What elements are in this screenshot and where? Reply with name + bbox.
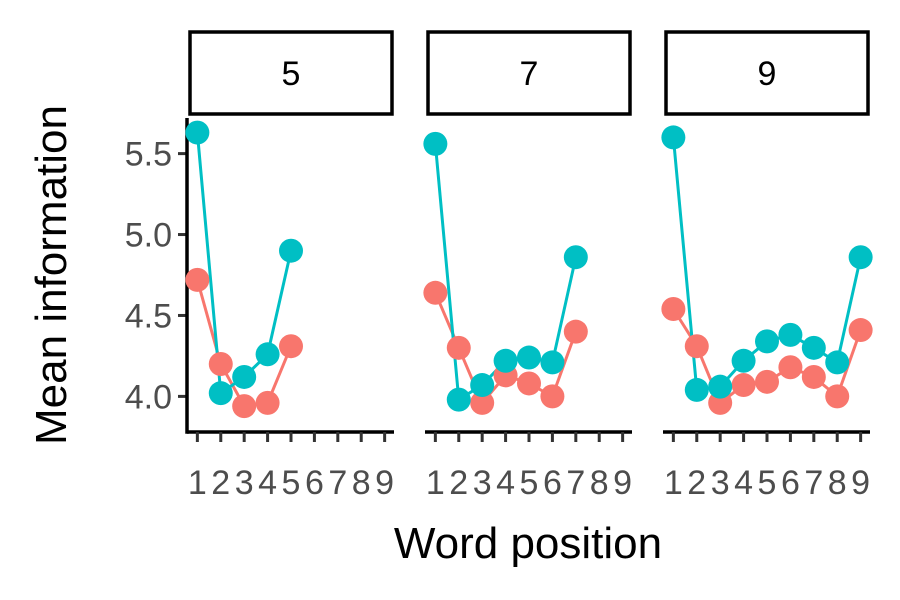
data-point <box>825 384 850 409</box>
data-point <box>208 381 233 406</box>
x-tick-label: 9 <box>375 464 394 502</box>
data-point <box>708 374 733 399</box>
data-point <box>232 364 257 389</box>
data-point <box>423 131 448 156</box>
data-point <box>684 334 709 359</box>
y-tick-label: 5.5 <box>125 136 172 174</box>
x-tick-label: 4 <box>258 464 277 502</box>
data-point <box>661 125 686 150</box>
data-point <box>563 245 588 270</box>
facet-panel-7: 71 2 3 4 5 6 7 8 9 <box>423 30 632 502</box>
facet-panel-5: 51 2 3 4 5 6 7 8 9 <box>185 30 394 502</box>
data-point <box>470 373 495 398</box>
data-point <box>848 318 873 343</box>
data-point <box>493 348 518 373</box>
data-point <box>446 387 471 412</box>
data-point <box>778 322 803 347</box>
data-point <box>208 352 233 377</box>
data-point <box>801 364 826 389</box>
x-tick-label: 6 <box>305 464 324 502</box>
data-point <box>778 355 803 380</box>
facet-strip <box>664 30 870 116</box>
x-tick-label: 2 <box>211 464 230 502</box>
x-tick-label: 6 <box>543 464 562 502</box>
x-tick-label: 1 <box>188 464 207 502</box>
data-point <box>279 334 303 359</box>
x-tick-label: 1 <box>664 464 683 502</box>
x-axis-title: Word position <box>394 519 662 568</box>
x-tick-label: 5 <box>282 464 301 502</box>
data-point <box>255 390 280 415</box>
data-point <box>232 394 257 419</box>
data-point <box>731 348 756 373</box>
data-point <box>185 267 210 292</box>
x-tick-label: 5 <box>758 464 777 502</box>
data-point <box>423 280 448 305</box>
x-tick-label: 8 <box>590 464 609 502</box>
facet-strip-label: 7 <box>520 55 539 93</box>
facet-strip-label: 9 <box>758 55 777 93</box>
data-point <box>684 377 709 402</box>
facet-strip <box>426 30 632 116</box>
data-point <box>255 342 280 367</box>
x-tick-label: 7 <box>328 464 347 502</box>
data-point <box>540 350 565 375</box>
y-axis-title: Mean information <box>27 105 76 445</box>
data-point <box>470 390 495 415</box>
facet-strip-label: 5 <box>282 55 301 93</box>
data-point <box>279 238 303 263</box>
x-tick-label: 4 <box>496 464 515 502</box>
x-tick-label: 9 <box>851 464 870 502</box>
x-tick-label: 4 <box>734 464 753 502</box>
data-point <box>563 319 588 344</box>
data-point <box>825 350 850 375</box>
x-tick-label: 7 <box>804 464 823 502</box>
x-tick-label: 3 <box>235 464 254 502</box>
y-tick-label: 5.0 <box>125 217 172 255</box>
data-point <box>517 345 541 370</box>
facet-strip <box>188 30 394 116</box>
x-tick-label: 8 <box>352 464 371 502</box>
x-tick-label: 3 <box>473 464 492 502</box>
data-point <box>755 329 779 354</box>
data-point <box>801 335 826 360</box>
x-tick-label: 1 <box>426 464 445 502</box>
x-tick-label: 5 <box>520 464 539 502</box>
data-point <box>755 369 779 394</box>
x-tick-label: 7 <box>566 464 585 502</box>
x-tick-label: 8 <box>828 464 847 502</box>
x-tick-label: 6 <box>781 464 800 502</box>
data-point <box>446 335 471 360</box>
x-tick-label: 3 <box>711 464 730 502</box>
x-tick-label: 9 <box>613 464 632 502</box>
x-tick-label: 2 <box>687 464 706 502</box>
data-point <box>848 245 873 270</box>
data-point <box>731 373 756 398</box>
data-point <box>661 296 686 321</box>
y-tick-label: 4.0 <box>125 378 172 416</box>
y-tick-label: 4.5 <box>125 297 172 335</box>
facet-panel-9: 91 2 3 4 5 6 7 8 9 <box>661 30 873 502</box>
data-point <box>517 371 541 396</box>
data-point <box>185 120 210 145</box>
x-tick-label: 2 <box>449 464 468 502</box>
data-point <box>540 384 565 409</box>
